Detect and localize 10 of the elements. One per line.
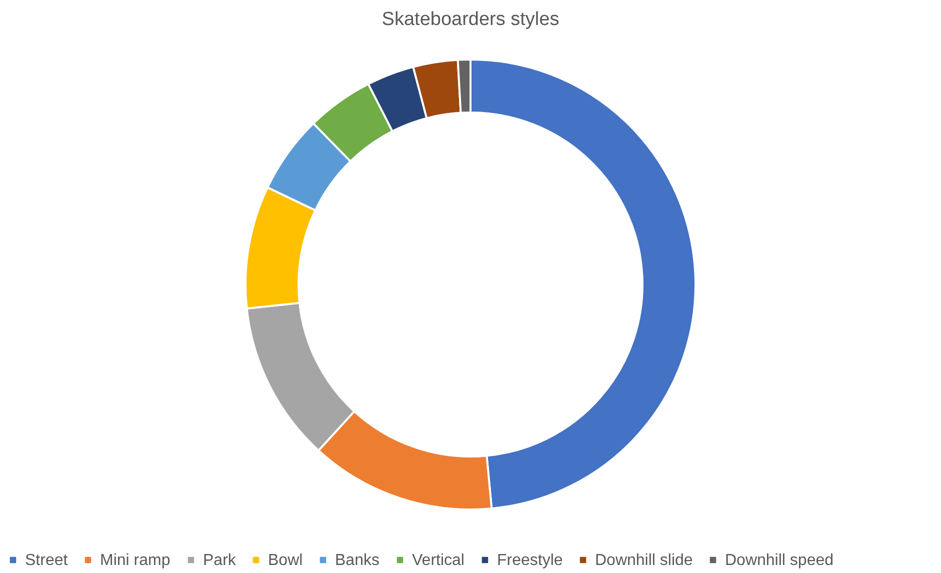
chart-title: Skateboarders styles — [382, 9, 560, 30]
legend-label: Downhill speed — [725, 552, 834, 569]
legend-label: Bowl — [268, 552, 303, 569]
legend-label: Downhill slide — [595, 552, 693, 569]
legend-label: Banks — [335, 552, 380, 569]
legend-label: Vertical — [412, 552, 464, 569]
legend-label: Freestyle — [497, 552, 563, 569]
legend-label: Park — [203, 552, 237, 569]
legend-label: Street — [25, 552, 68, 569]
legend-label: Mini ramp — [100, 552, 170, 569]
